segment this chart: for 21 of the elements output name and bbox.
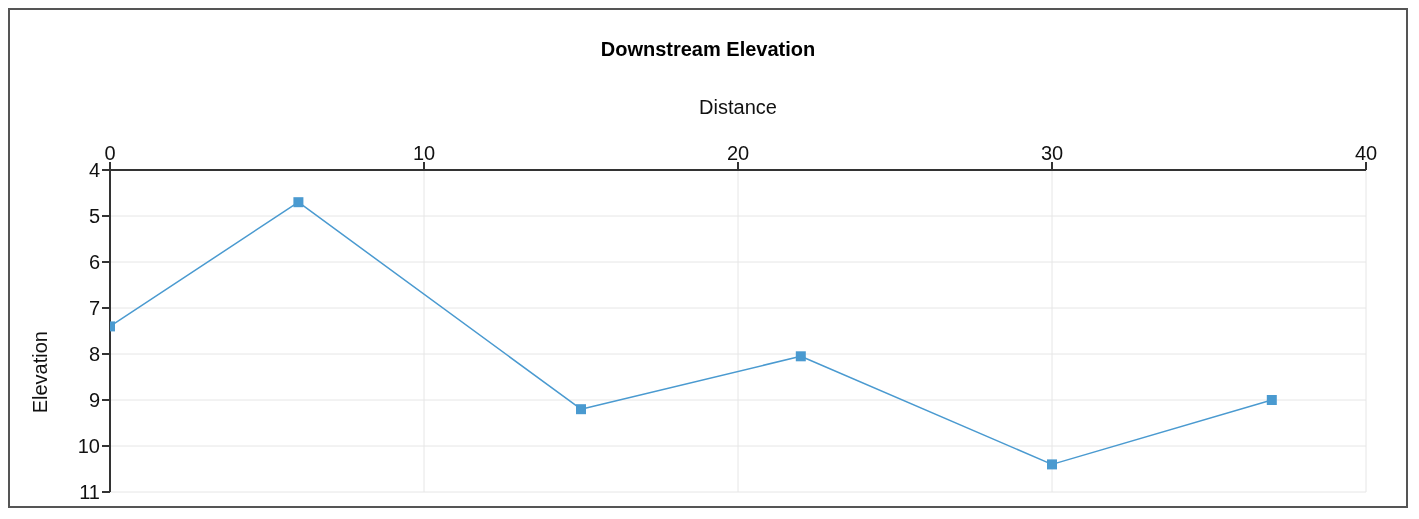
x-tick-label: 20	[726, 142, 750, 164]
x-tick-label: 0	[104, 142, 116, 164]
point	[1266, 395, 1277, 405]
x-tick-label: 30	[1040, 142, 1064, 164]
y-tick-label: 11	[79, 481, 100, 504]
y-tick-label: 10	[77, 435, 100, 458]
point	[293, 197, 304, 208]
point	[576, 404, 586, 415]
y-tick-label: 9	[88, 389, 100, 412]
y-axis-title: Elevation	[29, 331, 52, 414]
y-tick-label: 8	[88, 343, 100, 366]
point	[1047, 459, 1057, 470]
point	[795, 351, 806, 362]
x-tick-label: 10	[412, 142, 436, 164]
y-tick-label: 6	[88, 251, 100, 274]
x-tick-label: 40	[1354, 142, 1378, 164]
y-tick-label: 5	[88, 205, 100, 228]
chart-title: Downstream Elevation	[599, 38, 817, 61]
x-axis-title: Distance	[699, 96, 777, 119]
y-tick-label: 4	[88, 159, 100, 182]
y-tick-label: 7	[88, 297, 100, 320]
